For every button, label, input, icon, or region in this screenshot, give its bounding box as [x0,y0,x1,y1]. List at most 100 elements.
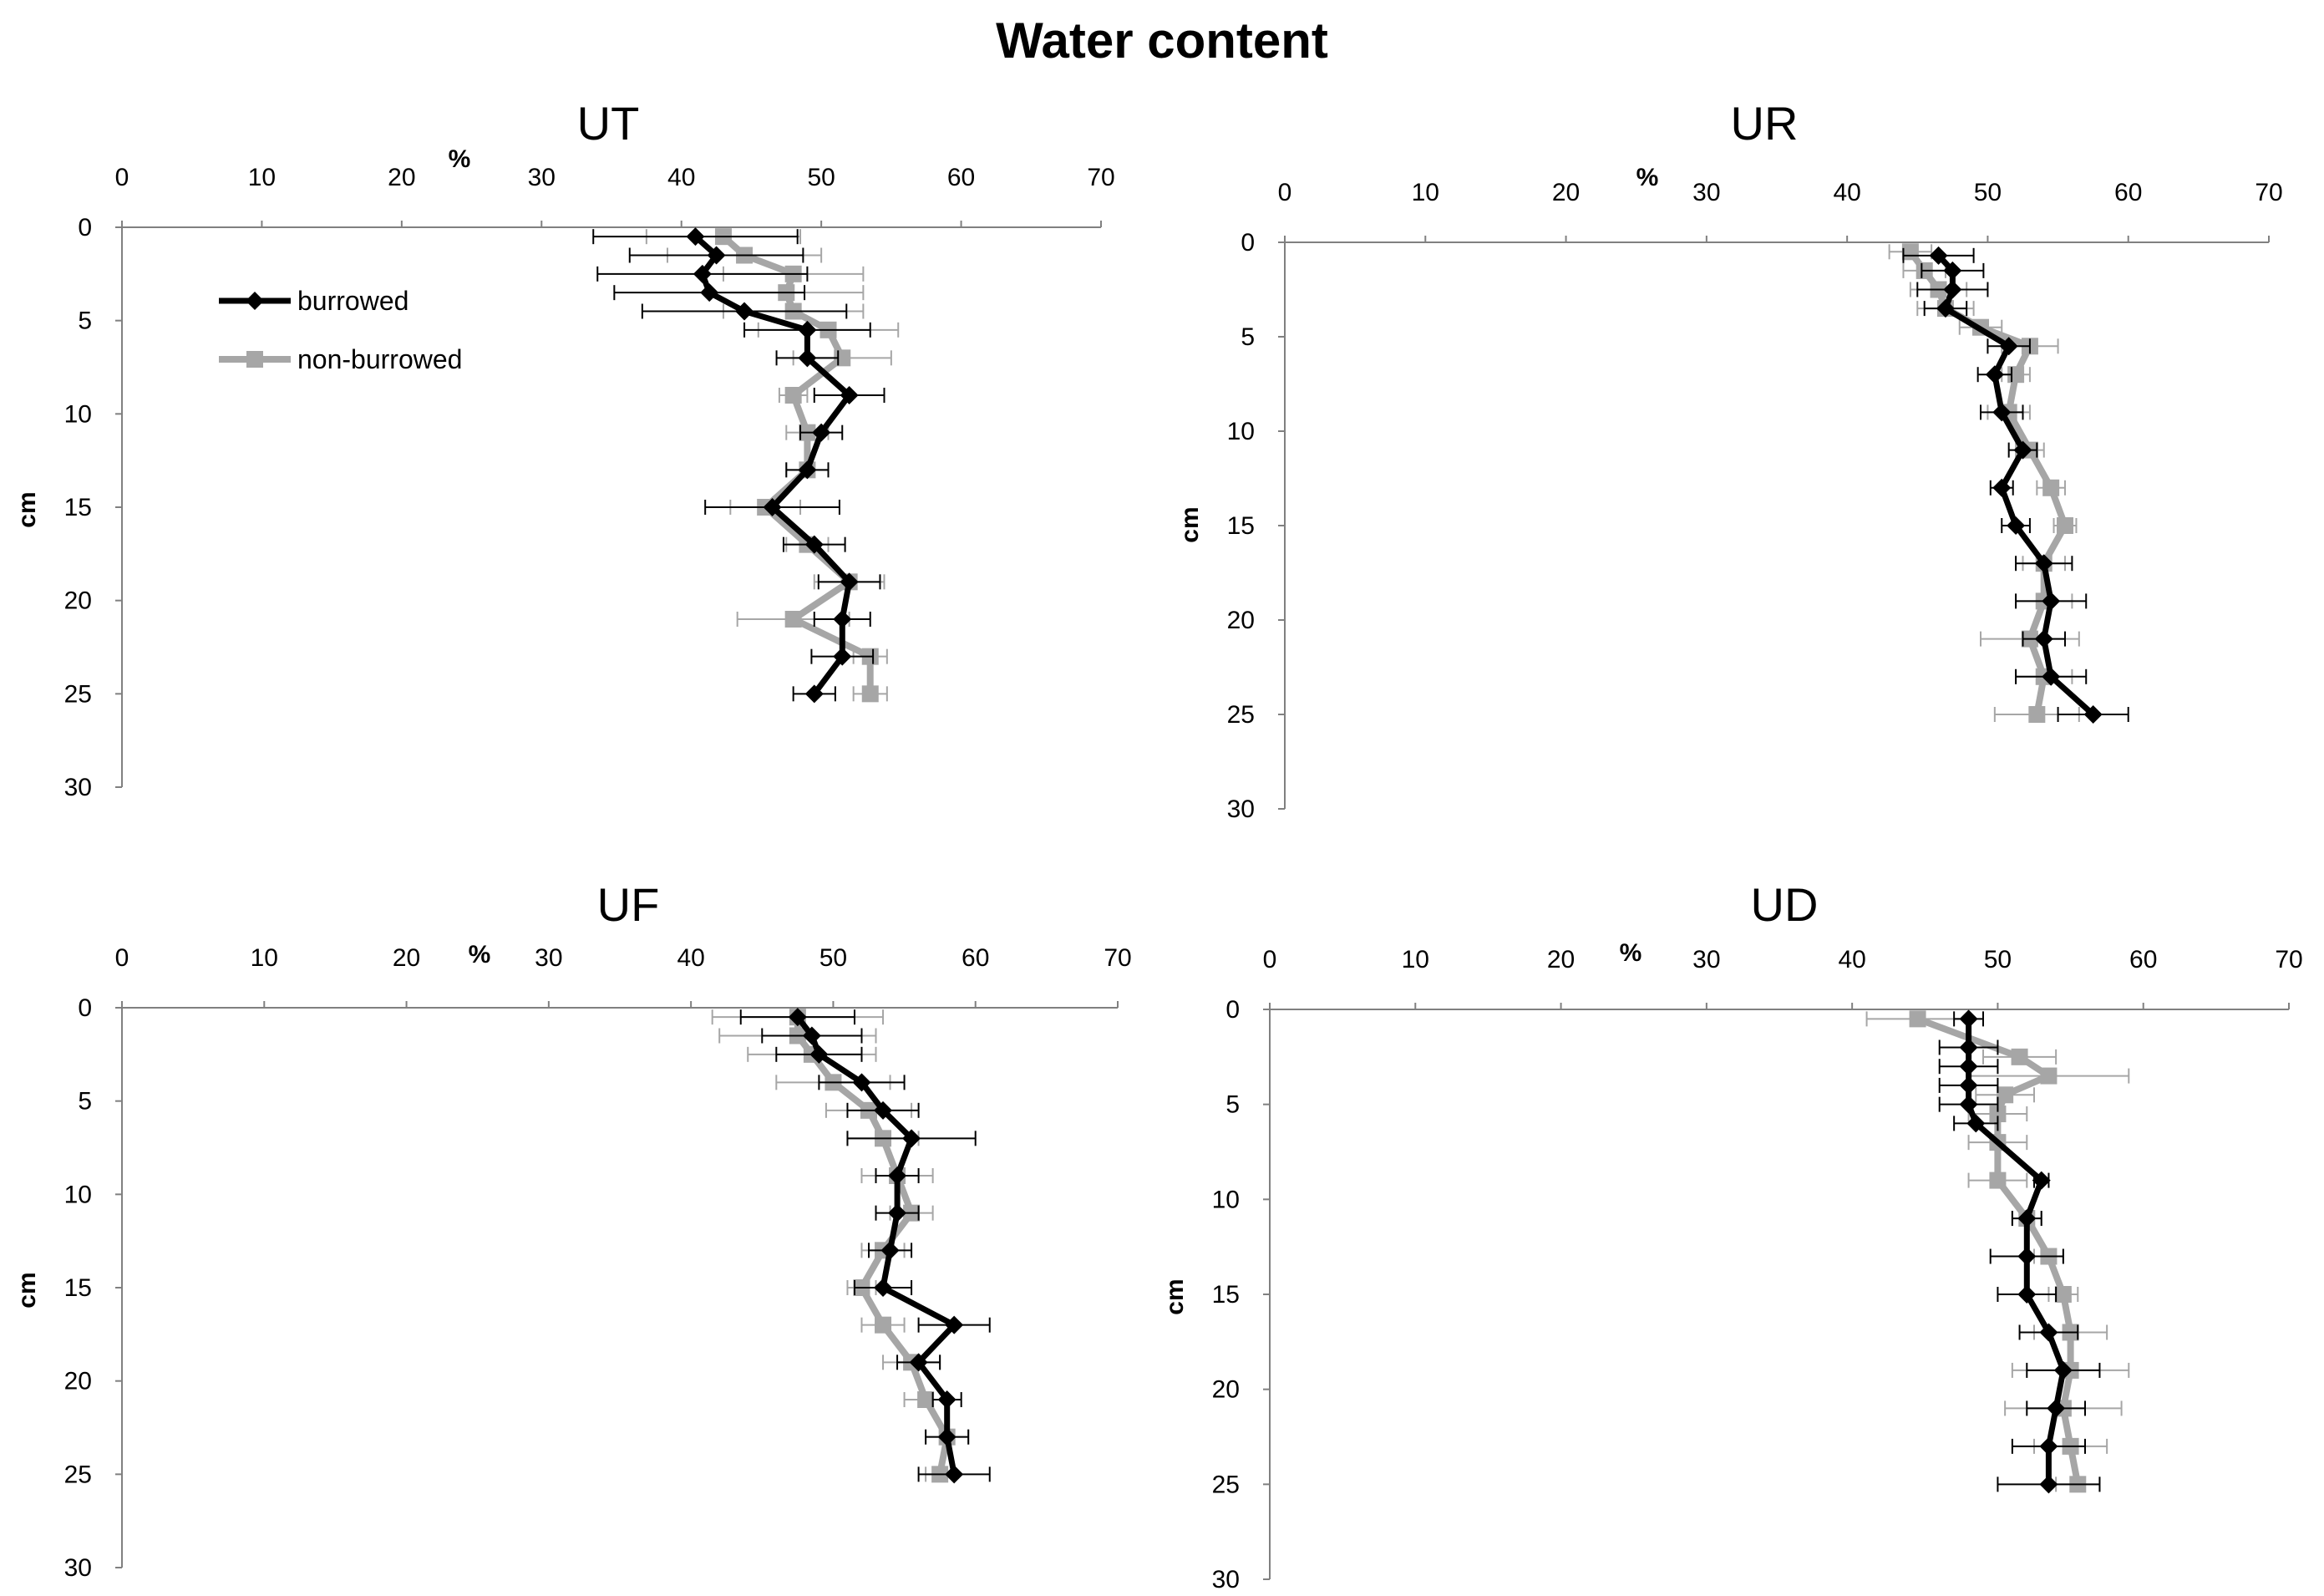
data-point-burrowed [888,1203,907,1222]
data-point-burrowed [833,610,852,628]
x-tick-label-ut: 10 [248,164,276,191]
y-axis-label-ur: cm [1176,506,1204,542]
series-line-non-burrowed [1907,249,2068,715]
y-tick-label-ur: 0 [1241,229,1255,257]
legend: burrowed non-burrowed [219,286,462,374]
data-point-burrowed [1959,1057,1978,1076]
data-point-burrowed [937,1427,956,1446]
x-tick-label-ud: 20 [1547,946,1575,973]
x-tick-label-ur: 30 [1692,179,1720,206]
data-point-burrowed [1959,1075,1978,1095]
data-point-burrowed [788,1008,807,1027]
series-burrowed-uf [739,1008,991,1484]
data-point-burrowed [2047,1399,2066,1418]
series-line-burrowed [693,234,853,696]
panel-title-ur: UR [1731,97,1799,150]
y-tick-label-ud: 0 [1225,996,1240,1024]
series-burrowed-ud [1938,1009,2101,1494]
data-point-burrowed [735,302,754,321]
x-tick-label-uf: 40 [677,944,704,972]
y-tick-label-ud: 20 [1212,1376,1240,1404]
y-tick-label-uf: 10 [64,1181,92,1208]
y-tick-label-ut: 20 [64,587,92,615]
data-point-burrowed [2017,1209,2037,1228]
data-point-burrowed [1943,261,1962,280]
data-point-burrowed [1999,337,2018,356]
data-point-burrowed [888,1167,907,1185]
data-point-burrowed [686,227,705,247]
data-point-burrowed [763,498,782,516]
data-point-burrowed [798,460,817,480]
data-point-burrowed [1985,365,2004,384]
y-tick-label-uf: 5 [78,1088,92,1116]
x-tick-label-ur: 50 [1974,179,2002,206]
data-point-burrowed [2013,440,2032,460]
y-axis-label-ut: cm [13,491,41,527]
legend-label-burrowed: burrowed [297,286,408,316]
panel-title-uf: UF [597,878,660,931]
series-burrowed-ut [592,227,885,704]
data-point-burrowed [2017,1247,2037,1266]
x-axis-label-ur: % [1636,164,1659,191]
data-point-burrowed [937,1390,956,1409]
x-tick-label-ut: 20 [388,164,415,191]
x-tick-label-ut: 0 [115,164,129,191]
y-axis-label-uf: cm [13,1272,41,1308]
x-tick-label-uf: 0 [115,944,129,972]
data-point-non-burrowed [2040,1067,2058,1085]
x-tick-label-ur: 60 [2114,179,2142,206]
legend-marker-burrowed [246,292,264,310]
y-tick-label-ur: 25 [1227,701,1255,729]
x-tick-label-uf: 70 [1104,944,1131,972]
y-tick-label-ud: 5 [1225,1091,1240,1119]
data-point-burrowed [874,1278,893,1297]
x-tick-label-uf: 20 [393,944,420,972]
x-tick-label-ud: 0 [1263,946,1277,973]
series-burrowed-ur [1902,246,2129,724]
x-tick-label-ut: 70 [1087,164,1114,191]
data-point-burrowed [1936,299,1955,318]
x-axis-label-ut: % [449,145,471,173]
y-tick-label-ud: 25 [1212,1471,1240,1498]
series-non-burrowed-ut [645,228,900,703]
panel-ut: UT 0 10 20 30 40 50 60 70 0 5 10 15 20 25 30% cm burrowed… [13,97,1115,801]
y-tick-label-uf: 15 [64,1274,92,1302]
y-tick-label-ut: 30 [64,774,92,801]
data-point-burrowed [2042,667,2061,686]
data-point-burrowed [945,1465,964,1484]
data-point-non-burrowed [1909,1010,1926,1028]
panel-uf: UF 0 10 20 30 40 50 60 70 0 5 10 15 20 25 30% cm [13,878,1132,1582]
y-tick-label-ur: 15 [1227,512,1255,540]
panel-title-ud: UD [1751,878,1819,931]
x-tick-label-ur: 10 [1412,179,1439,206]
data-point-burrowed [693,264,712,283]
data-point-burrowed [880,1241,900,1260]
data-point-burrowed [2017,1285,2037,1304]
series-line-non-burrowed [721,234,874,694]
x-tick-label-ur: 20 [1552,179,1580,206]
data-point-non-burrowed [875,1316,892,1334]
y-tick-label-ur: 20 [1227,607,1255,634]
x-tick-label-ut: 60 [947,164,975,191]
x-axis-label-uf: % [469,941,491,968]
data-point-burrowed [2039,1475,2058,1494]
y-tick-label-ur: 5 [1241,323,1255,351]
x-tick-label-ud: 40 [1838,946,1865,973]
y-tick-label-uf: 20 [64,1368,92,1395]
x-tick-label-uf: 60 [962,944,989,972]
data-point-burrowed [812,423,831,442]
data-point-burrowed [2083,705,2103,724]
data-point-non-burrowed [2028,706,2046,723]
data-point-burrowed [840,386,859,404]
data-point-non-burrowed [2056,517,2073,534]
y-tick-label-ud: 15 [1212,1281,1240,1309]
y-tick-label-uf: 30 [64,1554,92,1582]
y-tick-label-ud: 10 [1212,1186,1240,1213]
x-tick-label-uf: 50 [819,944,847,972]
x-tick-label-uf: 10 [251,944,278,972]
x-tick-label-ud: 50 [1984,946,2012,973]
data-point-non-burrowed [2054,1286,2072,1303]
data-point-burrowed [1943,280,1962,299]
series-non-burrowed-uf [711,1009,970,1483]
